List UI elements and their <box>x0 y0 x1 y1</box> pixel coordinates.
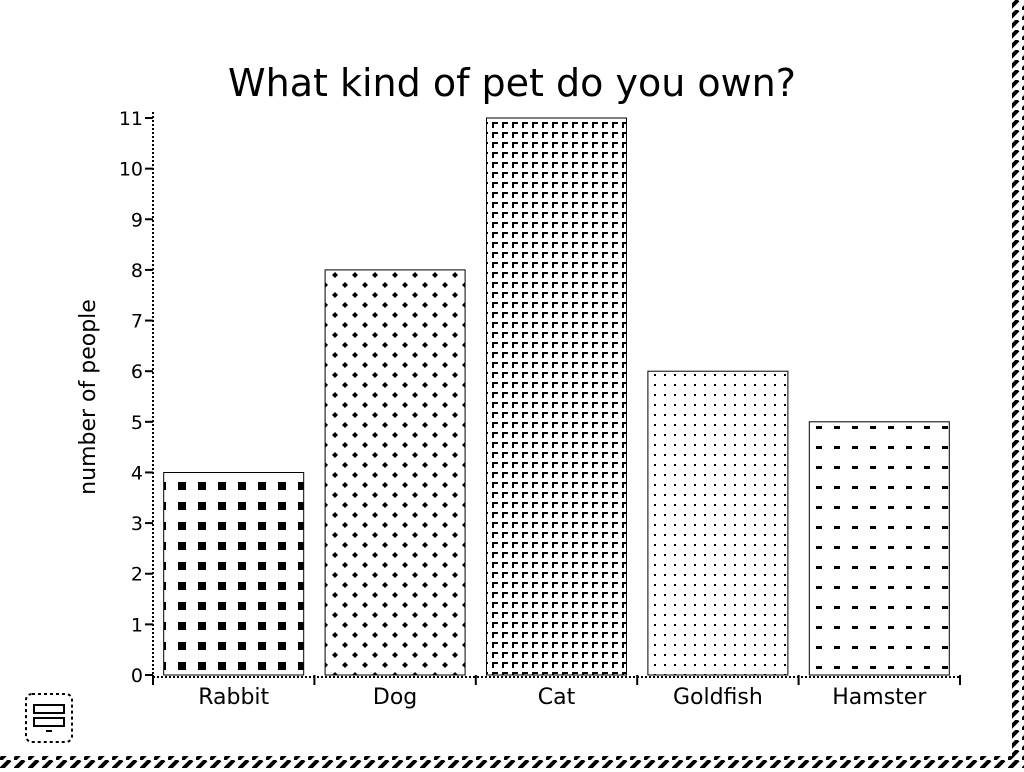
bar-hamster <box>808 421 950 676</box>
bar-goldfish <box>647 370 789 676</box>
bar-rabbit <box>163 472 305 676</box>
chart-title: What kind of pet do you own? <box>228 61 796 105</box>
x-tick-label: Dog <box>373 685 417 710</box>
y-tick-label: 9 <box>131 209 143 231</box>
y-tick-label: 10 <box>119 159 143 181</box>
x-tick-label: Cat <box>538 685 576 710</box>
x-axis: Rabbit Dog Cat Goldfish Hamster <box>152 675 961 710</box>
bars-group <box>163 117 950 676</box>
y-axis-label: number of people <box>76 299 101 495</box>
y-tick-label: 11 <box>119 108 143 130</box>
x-tick-label: Hamster <box>832 685 927 710</box>
bar-dog <box>324 269 466 676</box>
y-tick-label: 3 <box>131 513 143 535</box>
y-tick-label: 8 <box>131 260 143 282</box>
y-tick-label: 4 <box>131 462 143 484</box>
y-tick-label: 5 <box>131 412 143 434</box>
y-axis: 0 1 2 3 4 5 6 7 8 9 10 11 <box>119 108 154 687</box>
bar-cat <box>486 117 627 676</box>
y-tick-label: 0 <box>131 665 143 687</box>
y-tick-label: 1 <box>131 614 143 636</box>
page-edge-right <box>1012 0 1024 768</box>
window-icon[interactable] <box>25 693 73 743</box>
x-tick-label: Rabbit <box>198 685 269 710</box>
page-edge-bottom <box>0 756 1024 768</box>
y-tick-label: 2 <box>131 564 143 586</box>
y-tick-label: 6 <box>131 361 143 383</box>
y-tick-label: 7 <box>131 311 143 333</box>
x-tick-label: Goldfish <box>673 685 763 710</box>
